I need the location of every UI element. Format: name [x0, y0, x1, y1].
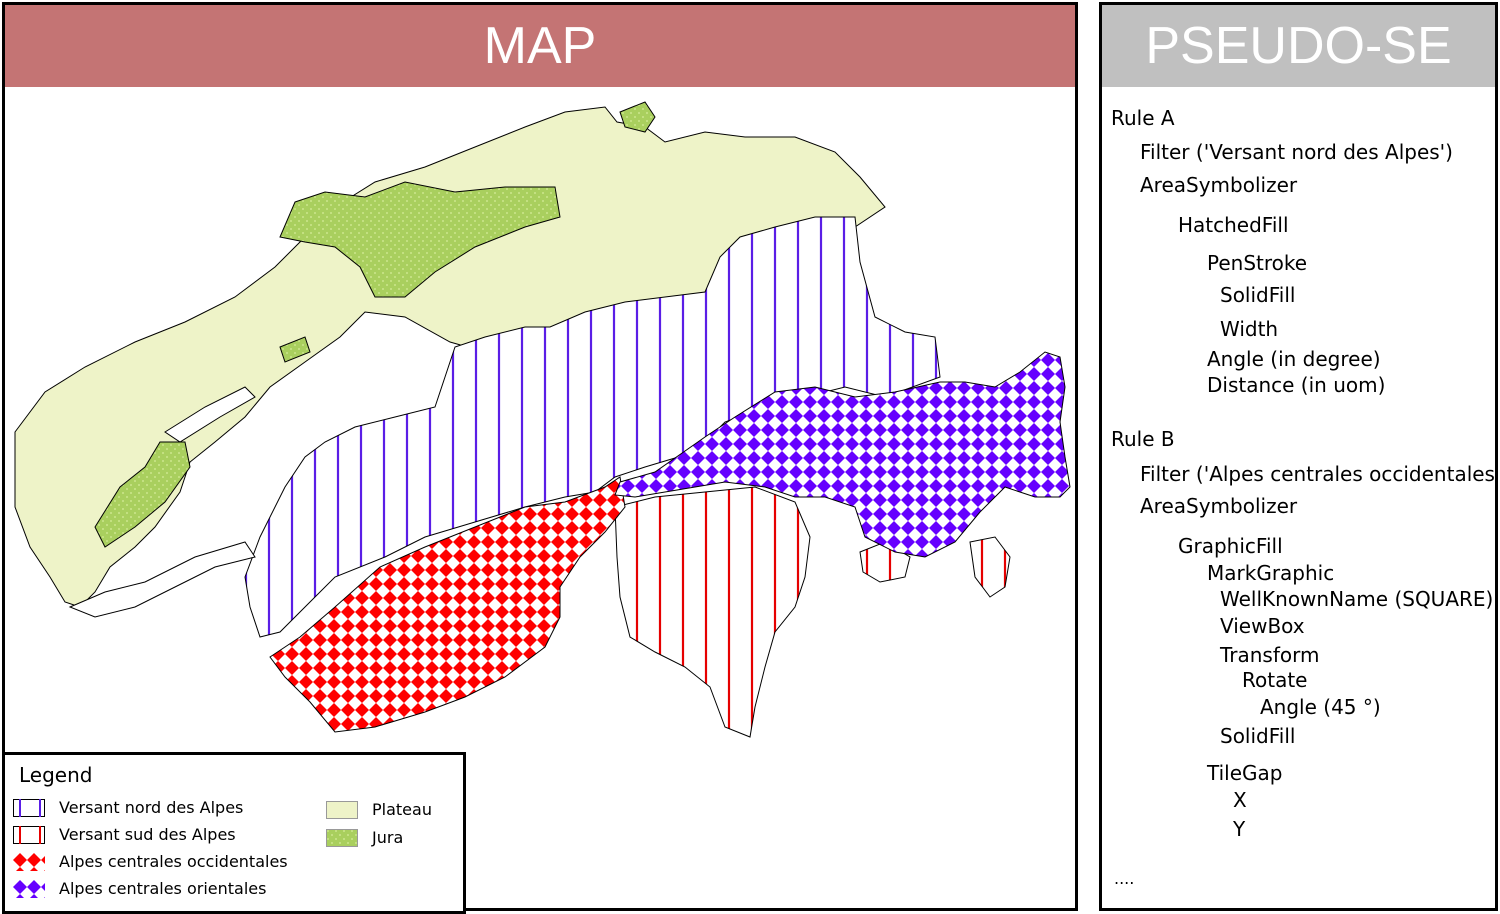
versant-nord-region: [244, 216, 941, 638]
se-rule-b: Rule B: [1111, 427, 1175, 451]
checker-swatch-icon: [13, 879, 45, 898]
se-rule-a: Rule A: [1111, 106, 1175, 130]
se-area-symbolizer-b: AreaSymbolizer: [1140, 494, 1298, 518]
legend-label: Plateau: [372, 800, 432, 819]
jura-region-2: [619, 101, 656, 133]
se-tile-gap-y: Y: [1233, 817, 1246, 841]
jura-region-3: [94, 441, 191, 548]
se-area-symbolizer-a: AreaSymbolizer: [1140, 173, 1298, 197]
hatch-swatch-icon: [13, 825, 45, 844]
se-solid-fill-a: SolidFill: [1220, 283, 1296, 307]
legend-label: Versant sud des Alpes: [59, 825, 236, 844]
lake-geneva: [68, 541, 256, 618]
legend-title: Legend: [19, 763, 93, 787]
legend: Legend Versant nord des Alpes Versant su…: [2, 752, 466, 914]
pseudo-se-panel: PSEUDO-SE Rule A Filter ('Versant nord d…: [1099, 2, 1500, 911]
alpes-centrales-occidentales-region: [269, 476, 626, 733]
legend-item-versant-sud: Versant sud des Alpes: [13, 825, 236, 844]
hatch-swatch-icon: [13, 798, 45, 817]
legend-item-jura: Jura: [326, 828, 403, 847]
legend-item-alpes-orientales: Alpes centrales orientales: [13, 879, 266, 898]
se-ellipsis: ....: [1114, 869, 1135, 888]
se-tile-gap: TileGap: [1207, 761, 1283, 785]
se-pen-stroke: PenStroke: [1207, 251, 1308, 275]
versant-sud-region-3: [969, 536, 1011, 598]
lake-neuchatel: [164, 386, 256, 443]
legend-label: Alpes centrales occidentales: [59, 852, 288, 871]
legend-label: Versant nord des Alpes: [59, 798, 244, 817]
se-transform: Transform: [1220, 643, 1320, 667]
se-well-known-name: WellKnownName (SQUARE): [1220, 587, 1494, 611]
se-filter-b: Filter ('Alpes centrales occidentales '): [1140, 462, 1500, 486]
pseudo-se-title: PSEUDO-SE: [1102, 5, 1495, 87]
se-hatched-fill: HatchedFill: [1178, 213, 1289, 237]
legend-item-plateau: Plateau: [326, 800, 432, 819]
se-solid-fill-b: SolidFill: [1220, 724, 1296, 748]
se-rotate: Rotate: [1242, 668, 1308, 692]
se-filter-a: Filter ('Versant nord des Alpes'): [1140, 140, 1453, 164]
legend-item-alpes-occidentales: Alpes centrales occidentales: [13, 852, 288, 871]
checker-swatch-icon: [13, 852, 45, 871]
legend-label: Alpes centrales orientales: [59, 879, 267, 898]
legend-label: Jura: [372, 828, 404, 847]
se-viewbox: ViewBox: [1220, 614, 1305, 638]
map-panel: MAP: [2, 2, 1078, 914]
jura-region-4: [279, 336, 311, 363]
map-title: MAP: [5, 5, 1075, 87]
se-graphic-fill: GraphicFill: [1178, 534, 1283, 558]
se-tile-gap-x: X: [1233, 788, 1247, 812]
alpes-centrales-orientales-region: [614, 351, 1071, 558]
jura-region: [279, 181, 561, 298]
se-angle-45: Angle (45 °): [1260, 695, 1381, 719]
se-mark-graphic: MarkGraphic: [1207, 561, 1335, 585]
se-width: Width: [1220, 317, 1279, 341]
solid-swatch-icon: [326, 800, 358, 819]
se-distance: Distance (in uom): [1207, 373, 1386, 397]
se-angle-degree: Angle (in degree): [1207, 347, 1381, 371]
versant-sud-region: [614, 486, 811, 738]
legend-item-versant-nord: Versant nord des Alpes: [13, 798, 243, 817]
dotted-swatch-icon: [326, 828, 358, 847]
switzerland-map: [14, 101, 1071, 738]
